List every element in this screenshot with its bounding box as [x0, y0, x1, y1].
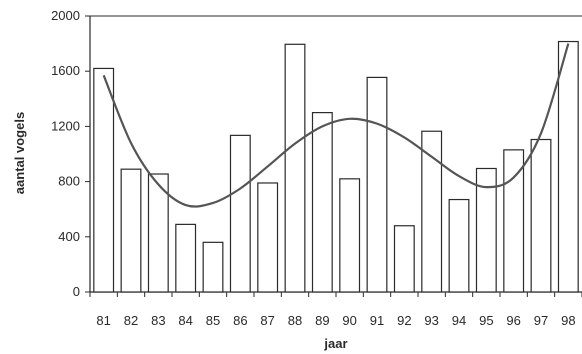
bar [202, 241, 224, 293]
bar [93, 67, 115, 293]
bar [448, 198, 470, 293]
x-tick-label: 87 [260, 313, 274, 328]
bar [284, 43, 306, 293]
x-tick-label: 89 [315, 313, 329, 328]
bar [311, 111, 333, 293]
bar [147, 173, 169, 293]
y-tick-label: 1200 [51, 118, 80, 133]
bar [503, 149, 525, 293]
trend-line [102, 43, 570, 208]
plot-area: 0 400 800 1200 1600 2000 81 82 83 84 85 86 87 88 89 90 9… [51, 8, 582, 328]
x-tick-label: 85 [206, 313, 220, 328]
bar [530, 138, 552, 293]
bar [257, 182, 279, 293]
y-tick-label: 400 [58, 229, 80, 244]
bar [175, 223, 197, 293]
x-tick-label: 98 [561, 313, 575, 328]
x-tick-label: 90 [342, 313, 356, 328]
x-tick-label: 81 [96, 313, 110, 328]
bar [421, 130, 443, 293]
x-tick-label: 92 [397, 313, 411, 328]
bar [339, 178, 361, 293]
bar [557, 40, 579, 293]
bar [475, 167, 497, 293]
bar [366, 76, 388, 293]
y-tick-label: 1600 [51, 63, 80, 78]
y-tick-label: 0 [73, 284, 80, 299]
x-tick-label: 91 [370, 313, 384, 328]
x-axis-label: jaar [323, 336, 347, 351]
x-tick-label: 94 [452, 313, 466, 328]
x-tick-label: 93 [424, 313, 438, 328]
y-tick-label: 2000 [51, 8, 80, 23]
y-axis-label: aantal vogels [12, 112, 27, 194]
x-tick-label: 84 [178, 313, 192, 328]
x-tick-label: 83 [151, 313, 165, 328]
bar [393, 225, 415, 293]
x-tick-label: 86 [233, 313, 247, 328]
x-tick-label: 82 [124, 313, 138, 328]
x-tick-label: 95 [479, 313, 493, 328]
x-tick-label: 97 [534, 313, 548, 328]
bar [120, 168, 142, 293]
bar [229, 134, 251, 293]
x-tick-label: 96 [506, 313, 520, 328]
y-tick-label: 800 [58, 174, 80, 189]
x-tick-label: 88 [288, 313, 302, 328]
